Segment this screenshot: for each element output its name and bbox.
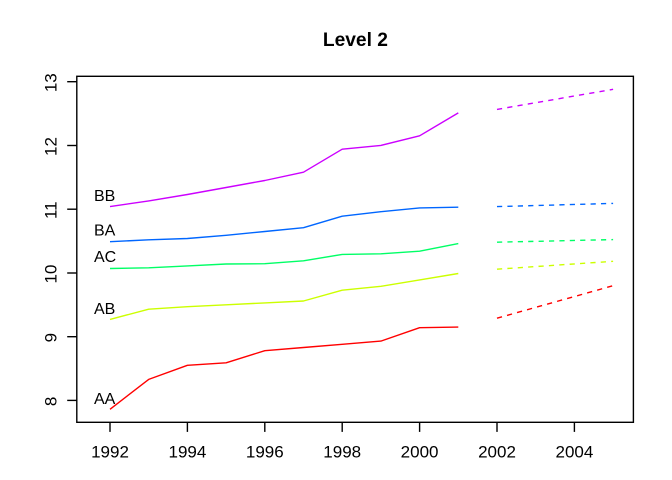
svg-text:2000: 2000 [401,443,439,462]
svg-text:Level 2: Level 2 [323,30,388,51]
svg-text:AA: AA [94,391,116,408]
svg-text:11: 11 [42,201,61,219]
svg-text:13: 13 [42,73,61,92]
svg-text:9: 9 [42,333,61,342]
svg-text:10: 10 [42,265,61,284]
svg-text:1998: 1998 [323,443,361,462]
svg-text:BB: BB [94,188,115,205]
svg-text:1992: 1992 [91,443,129,462]
svg-text:BA: BA [94,223,116,240]
svg-text:2004: 2004 [555,443,593,462]
svg-text:1994: 1994 [168,443,206,462]
svg-text:2002: 2002 [478,443,516,462]
svg-text:AC: AC [94,249,116,266]
svg-text:8: 8 [42,397,61,406]
svg-text:12: 12 [42,137,61,156]
svg-text:AB: AB [94,301,115,318]
svg-text:1996: 1996 [246,443,284,462]
